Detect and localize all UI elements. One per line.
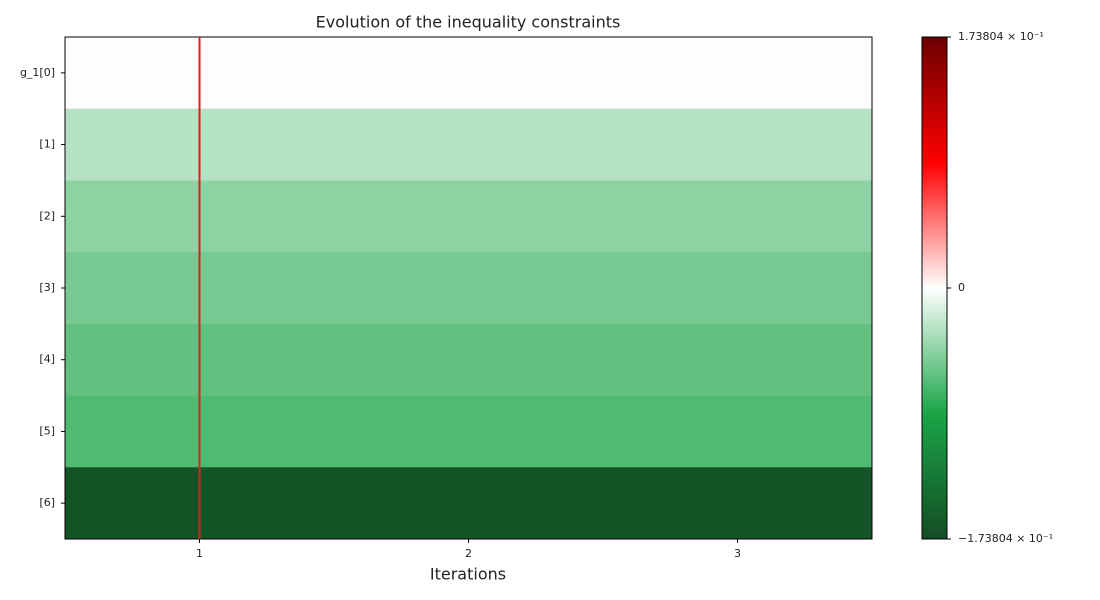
y-tick-label: [1]: [39, 138, 55, 151]
heatmap-cell: [603, 252, 872, 325]
y-tick-label: [2]: [39, 209, 55, 222]
y-tick-label: [3]: [39, 281, 55, 294]
heatmap-cell: [603, 37, 872, 110]
heatmap-cell: [603, 395, 872, 468]
y-tick-label: [5]: [39, 424, 55, 437]
heatmap-cell: [603, 180, 872, 253]
heatmap-cell: [334, 108, 603, 181]
y-tick-label: [6]: [39, 496, 55, 509]
colorbar-tick-label: 1.73804 × 10⁻¹: [958, 30, 1044, 43]
heatmap-cell: [334, 37, 603, 110]
heatmap-cell: [334, 395, 603, 468]
y-tick-label: [4]: [39, 353, 55, 366]
chart-title: Evolution of the inequality constraints: [316, 13, 621, 32]
heatmap-cell: [603, 108, 872, 181]
x-tick-label: 2: [465, 547, 472, 560]
x-tick-label: 3: [734, 547, 741, 560]
x-tick-label: 1: [196, 547, 203, 560]
x-axis-label: Iterations: [430, 565, 506, 584]
colorbar-tick-label: −1.73804 × 10⁻¹: [958, 532, 1053, 545]
heatmap-cell: [334, 323, 603, 397]
y-tick-label: g_1[0]: [20, 66, 55, 79]
heatmap-cell: [334, 180, 603, 253]
heatmap-cell: [603, 323, 872, 397]
heatmap-cell: [334, 252, 603, 325]
colorbar-tick-label: 0: [958, 281, 965, 294]
colorbar: [921, 36, 948, 540]
heatmap-cell: [603, 467, 872, 540]
heatmap-cell: [334, 467, 603, 540]
